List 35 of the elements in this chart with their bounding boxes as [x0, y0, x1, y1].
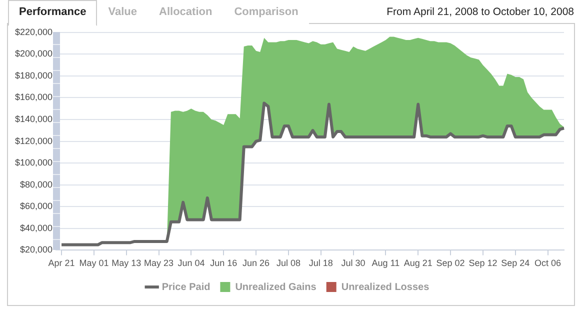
- y-tick-label: $20,000: [20, 244, 53, 255]
- x-tick-label: Sep 12: [468, 258, 498, 268]
- y-tick-label: $120,000: [14, 136, 53, 146]
- y-tick-label: $40,000: [20, 222, 53, 233]
- y-tick-label: $140,000: [14, 114, 53, 124]
- text: Allocation: [148, 0, 224, 25]
- x-tick-label: Sep 02: [436, 258, 465, 268]
- x-tick-label: Jul 08: [276, 258, 300, 268]
- legend-label: Unrealized Gains: [235, 282, 317, 293]
- legend-label: Unrealized Losses: [341, 282, 430, 293]
- x-tick-label: Jul 18: [308, 258, 333, 268]
- text: Comparison: [223, 0, 310, 25]
- y-tick-label: $60,000: [20, 201, 53, 212]
- y-tick-label: $200,000: [14, 48, 53, 59]
- x-tick-label: Jun 16: [210, 258, 238, 268]
- y-tick-label: $80,000: [20, 179, 53, 190]
- x-tick-label: Sep 24: [501, 258, 530, 268]
- x-tick-label: Oct 06: [534, 258, 562, 268]
- y-tick-label: $220,000: [14, 26, 53, 37]
- x-tick-label: Jun 26: [242, 258, 270, 268]
- x-tick-label: Jul 30: [341, 258, 366, 268]
- x-tick-label: May 01: [79, 258, 109, 268]
- x-tick-label: May 23: [144, 258, 174, 268]
- y-tick-label: $100,000: [14, 158, 53, 168]
- y-tick-label: $180,000: [14, 70, 53, 80]
- legend-label: Price Paid: [162, 282, 210, 293]
- x-tick-label: May 13: [112, 258, 142, 268]
- text: Performance: [8, 0, 98, 26]
- y-tick-label: $160,000: [14, 92, 53, 102]
- x-tick-label: Aug 11: [372, 258, 400, 268]
- x-tick-label: Apr 21: [48, 258, 75, 268]
- text: Value: [97, 0, 148, 25]
- chart-title: From April 21, 2008 to October 10, 2008: [386, 6, 574, 18]
- x-tick-label: Jun 04: [178, 258, 205, 268]
- x-tick-label: Aug 21: [404, 258, 432, 268]
